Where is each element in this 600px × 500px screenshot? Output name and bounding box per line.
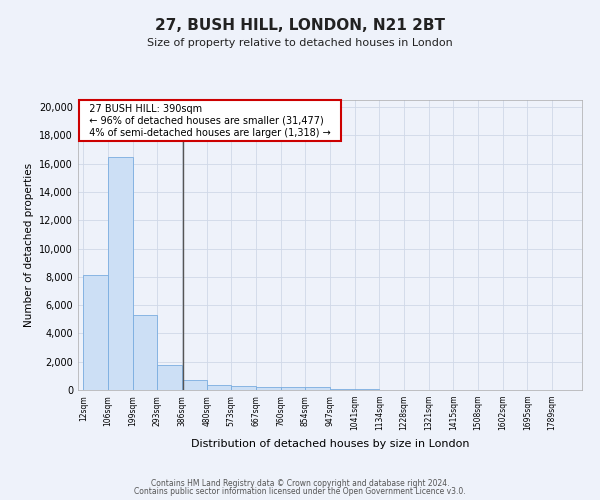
Bar bbox=[330, 389, 355, 390]
Bar bbox=[207, 385, 232, 390]
Bar bbox=[182, 380, 207, 390]
Bar bbox=[256, 386, 281, 390]
Text: 27, BUSH HILL, LONDON, N21 2BT: 27, BUSH HILL, LONDON, N21 2BT bbox=[155, 18, 445, 32]
Text: Contains HM Land Registry data © Crown copyright and database right 2024.: Contains HM Land Registry data © Crown c… bbox=[151, 478, 449, 488]
Bar bbox=[108, 156, 133, 390]
Text: Size of property relative to detached houses in London: Size of property relative to detached ho… bbox=[147, 38, 453, 48]
X-axis label: Distribution of detached houses by size in London: Distribution of detached houses by size … bbox=[191, 439, 469, 449]
Text: 27 BUSH HILL: 390sqm
  ← 96% of detached houses are smaller (31,477)
  4% of sem: 27 BUSH HILL: 390sqm ← 96% of detached h… bbox=[83, 104, 337, 138]
Bar bbox=[281, 387, 305, 390]
Bar bbox=[232, 386, 256, 390]
Text: Contains public sector information licensed under the Open Government Licence v3: Contains public sector information licen… bbox=[134, 487, 466, 496]
Y-axis label: Number of detached properties: Number of detached properties bbox=[24, 163, 34, 327]
Bar bbox=[157, 364, 182, 390]
Bar bbox=[133, 315, 157, 390]
Bar bbox=[83, 276, 108, 390]
Bar bbox=[305, 387, 330, 390]
